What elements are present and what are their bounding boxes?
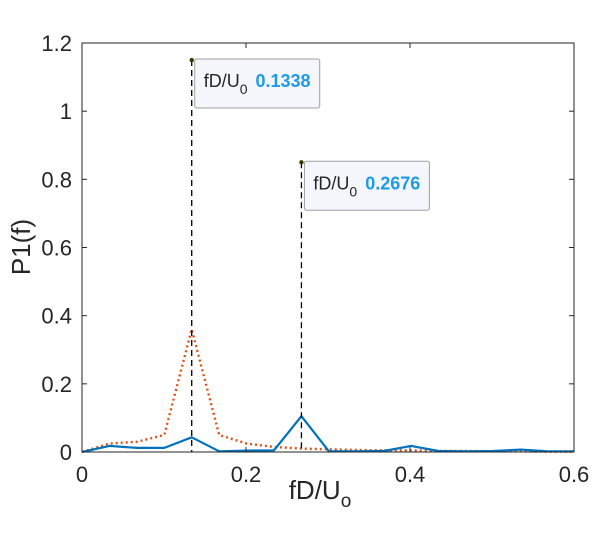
datatip-text: fD/U0 0.1338	[204, 71, 311, 97]
datatip-label-sub: 0	[349, 183, 357, 199]
y-axis-label: P1(f)	[6, 219, 36, 275]
plot-area	[82, 43, 574, 452]
y-tick-label: 1.2	[41, 31, 72, 56]
series-layer	[81, 328, 574, 454]
y-tick-label: 0	[60, 440, 72, 465]
x-axis-label-sub: o	[341, 491, 352, 512]
x-tick-label: 0.6	[559, 462, 590, 487]
tick-layer: 0 0.2 0.4 0.6 0 0.2 0.4 0.6 0.8 1 1.2	[41, 31, 589, 487]
datatip-label-sub: 0	[240, 81, 248, 97]
datatip-label: fD/U	[313, 173, 349, 193]
x-tick-label: 0	[76, 462, 88, 487]
datatip-1[interactable]: fD/U0 0.1338	[194, 58, 321, 109]
y-tick-label: 0.4	[41, 304, 72, 329]
datatip-box	[303, 160, 430, 211]
x-axis-label-base: fD/U	[289, 475, 341, 505]
series-line-2	[81, 415, 574, 454]
x-tick-label: 0.4	[395, 462, 426, 487]
datatip-label: fD/U	[204, 71, 240, 91]
datatip-box	[194, 58, 321, 109]
y-tick-label: 0.8	[41, 167, 72, 192]
datatip-text: fD/U0 0.2676	[313, 173, 420, 199]
y-tick-label: 0.6	[41, 236, 72, 261]
datatip-value: 0.2676	[365, 173, 420, 193]
x-tick-label: 0.2	[231, 462, 262, 487]
datatip-2[interactable]: fD/U0 0.2676	[303, 160, 430, 211]
datatip-point[interactable]	[189, 57, 194, 63]
y-tick-label: 0.2	[41, 372, 72, 397]
x-axis-label: fD/Uo	[289, 475, 352, 512]
datatip-value: 0.1338	[256, 71, 311, 91]
datatip-point[interactable]	[299, 160, 304, 165]
y-tick-label: 1	[60, 99, 72, 124]
